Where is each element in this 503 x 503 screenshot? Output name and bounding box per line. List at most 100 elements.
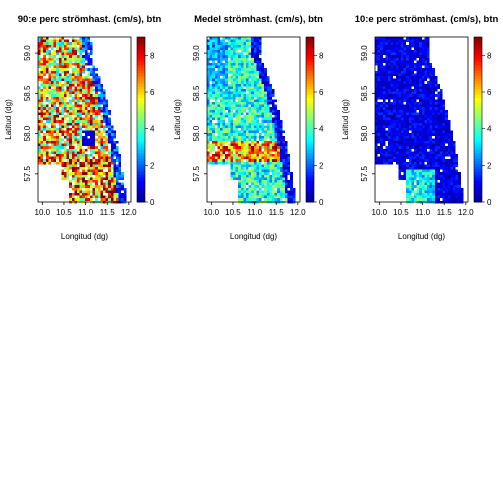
heatmap-cell	[233, 102, 236, 105]
colorbar-segment	[137, 39, 145, 43]
heatmap-cell	[377, 52, 381, 56]
heatmap-cell	[408, 182, 412, 186]
heatmap-cell	[38, 120, 41, 123]
colorbar-segment	[306, 86, 314, 90]
heatmap-cell	[113, 172, 116, 175]
heatmap-cell	[48, 161, 51, 165]
heatmap-cell	[84, 125, 88, 128]
heatmap-cell	[97, 141, 101, 144]
heatmap-cell	[69, 135, 72, 139]
heatmap-cell	[395, 63, 399, 66]
heatmap-cell	[390, 117, 394, 121]
heatmap-cell	[419, 60, 422, 63]
heatmap-cell	[256, 91, 259, 95]
heatmap-cell	[406, 99, 409, 102]
heatmap-cell	[69, 148, 72, 152]
heatmap-cell	[45, 130, 49, 134]
heatmap-cell	[414, 198, 417, 201]
heatmap-cell	[207, 112, 210, 115]
heatmap-cell	[266, 122, 270, 126]
heatmap-cell	[382, 125, 386, 128]
heatmap-cell	[90, 44, 93, 48]
heatmap-cell	[442, 125, 446, 128]
heatmap-cell	[421, 143, 425, 147]
heatmap-cell	[398, 96, 401, 100]
colorbar-segment	[306, 130, 314, 134]
heatmap-cell	[105, 172, 109, 175]
heatmap-cell	[419, 78, 422, 82]
heatmap-cell	[398, 68, 401, 71]
heatmap-cell	[103, 185, 106, 188]
heatmap-cell	[110, 180, 114, 183]
heatmap-cell	[66, 148, 70, 152]
heatmap-cell	[225, 135, 228, 139]
heatmap-cell	[53, 68, 57, 71]
heatmap-cell	[217, 76, 220, 79]
heatmap-cell	[69, 161, 72, 165]
heatmap-cell	[45, 83, 49, 87]
heatmap-cell	[207, 57, 210, 61]
heatmap-cell	[103, 177, 106, 180]
colorbar-segment	[474, 182, 482, 186]
heatmap-cell	[214, 156, 218, 160]
heatmap-cell	[259, 102, 262, 105]
heatmap-cell	[277, 117, 280, 121]
heatmap-cell	[97, 133, 101, 136]
heatmap-cell	[113, 180, 116, 183]
heatmap-cell	[90, 120, 93, 123]
heatmap-cell	[77, 174, 80, 178]
heatmap-cell	[429, 96, 433, 100]
heatmap-cell	[243, 135, 246, 139]
heatmap-cell	[437, 112, 440, 115]
heatmap-cell	[403, 68, 407, 71]
colorbar-segment	[474, 177, 482, 181]
heatmap-cell	[403, 141, 407, 144]
heatmap-cell	[238, 185, 241, 188]
heatmap-cell	[427, 50, 430, 53]
heatmap-cell	[398, 169, 401, 173]
heatmap-cell	[79, 172, 83, 175]
heatmap-cell	[393, 44, 396, 48]
heatmap-cell	[424, 141, 427, 144]
heatmap-cell	[58, 125, 62, 128]
heatmap-cell	[87, 180, 90, 183]
heatmap-cell	[38, 99, 41, 102]
heatmap-cell	[419, 68, 422, 71]
heatmap-cell	[261, 135, 265, 139]
heatmap-cell	[69, 143, 72, 147]
heatmap-cell	[82, 167, 85, 170]
heatmap-cell	[272, 154, 275, 157]
heatmap-cell	[233, 143, 236, 147]
heatmap-cell	[427, 187, 430, 191]
heatmap-cell	[445, 138, 448, 141]
heatmap-cell	[90, 128, 93, 131]
heatmap-cell	[458, 190, 461, 193]
heatmap-cell	[45, 81, 49, 84]
heatmap-cell	[246, 102, 249, 105]
heatmap-cell	[71, 141, 75, 144]
heatmap-cell	[110, 128, 114, 131]
heatmap-cell	[87, 76, 90, 79]
heatmap-cell	[393, 128, 396, 131]
heatmap-cell	[66, 169, 70, 173]
heatmap-cell	[398, 86, 401, 89]
heatmap-cell	[248, 73, 252, 76]
heatmap-cell	[217, 130, 220, 134]
heatmap-cell	[77, 112, 80, 115]
heatmap-cell	[427, 83, 430, 87]
heatmap-cell	[217, 112, 220, 115]
heatmap-cell	[69, 57, 72, 61]
heatmap-cell	[398, 44, 401, 48]
heatmap-cell	[414, 161, 417, 165]
heatmap-cell	[77, 83, 80, 87]
heatmap-cell	[92, 99, 96, 102]
heatmap-cell	[84, 44, 88, 48]
heatmap-cell	[424, 78, 427, 82]
heatmap-cell	[450, 164, 453, 167]
heatmap-cell	[380, 138, 383, 141]
heatmap-cell	[240, 112, 244, 115]
heatmap-cell	[230, 96, 233, 100]
heatmap-cell	[92, 169, 96, 173]
heatmap-cell	[385, 138, 388, 141]
heatmap-cell	[414, 99, 417, 102]
